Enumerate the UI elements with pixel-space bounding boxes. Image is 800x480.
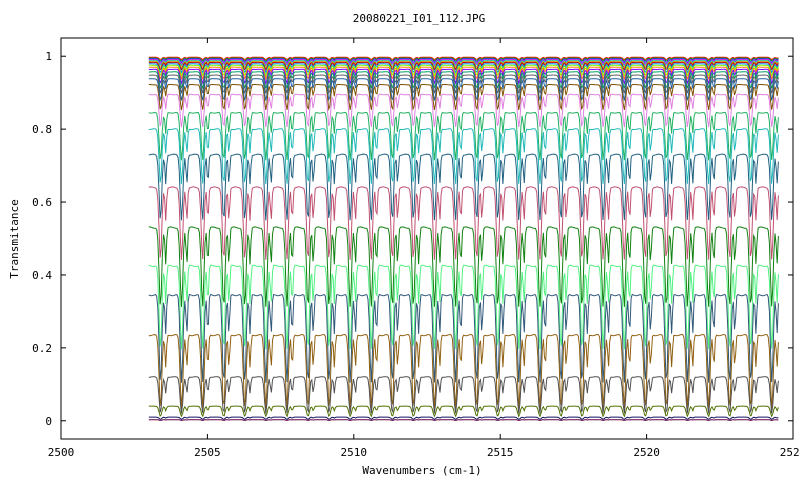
- y-axis: 0 0.2 0.4 0.6 0.8 1: [32, 50, 793, 428]
- spectrum-line: [148, 78, 779, 102]
- spectrum-line: [148, 93, 779, 128]
- spectrum-line: [148, 64, 779, 77]
- x-tick-label: 2505: [194, 446, 221, 459]
- spectrum-line: [148, 333, 779, 409]
- spectra-series: [148, 56, 779, 421]
- spectrum-line: [148, 416, 779, 420]
- y-tick-label: 0: [45, 415, 52, 428]
- spectrum-line: [148, 419, 779, 421]
- y-axis-label: Transmitance: [8, 199, 21, 278]
- chart-title: 20080221_I01_112.JPG: [353, 12, 485, 25]
- x-axis: 2500 2505 2510 2515 2520 2525: [48, 38, 800, 459]
- plot-frame: [60, 37, 794, 440]
- spectrum-line: [148, 56, 779, 61]
- spectrum-line: [148, 59, 779, 67]
- spectrum-line: [148, 84, 779, 111]
- y-tick-label: 0.6: [32, 196, 52, 209]
- x-tick-label: 2510: [341, 446, 368, 459]
- y-tick-label: 0.8: [32, 123, 52, 136]
- spectrum-line: [148, 74, 779, 95]
- spectrum-line: [148, 376, 779, 414]
- spectrum-line: [148, 66, 779, 81]
- spectrum-line: [148, 60, 779, 69]
- x-tick-label: 2500: [48, 446, 75, 459]
- spectrum-line: [148, 68, 779, 86]
- x-tick-label: 2525: [780, 446, 800, 459]
- spectrum-line: [148, 264, 779, 350]
- spectrum-line: [148, 186, 779, 260]
- x-axis-label: Wavenumbers (cm-1): [362, 464, 481, 477]
- spectrum-line: [148, 405, 779, 418]
- spectrum-line: [148, 57, 779, 62]
- y-tick-label: 0.2: [32, 342, 52, 355]
- spectrum-line: [148, 71, 779, 91]
- spectrum-line: [148, 111, 779, 161]
- y-tick-label: 1: [45, 50, 52, 63]
- y-tick-label: 0.4: [32, 269, 52, 282]
- spectrum-line: [148, 63, 779, 74]
- spectrum-line: [148, 226, 779, 308]
- spectrum-line: [148, 61, 779, 71]
- x-tick-label: 2515: [487, 446, 514, 459]
- x-tick-label: 2520: [633, 446, 660, 459]
- spectrum-line: [148, 293, 779, 383]
- spectrum-line: [148, 128, 779, 185]
- spectrum-line: [148, 153, 779, 221]
- spectrum-line: [148, 59, 779, 65]
- spectrum-line: [148, 58, 779, 64]
